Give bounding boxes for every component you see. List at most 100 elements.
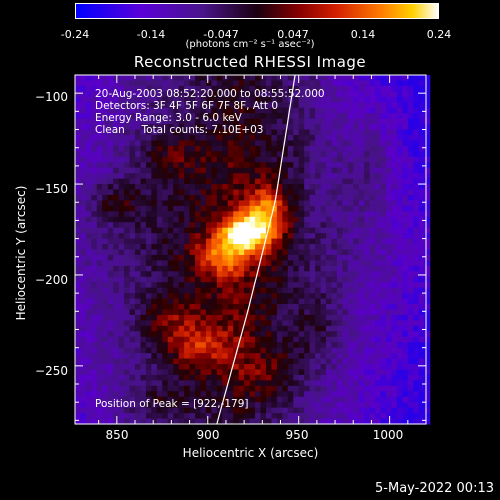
heatmap-cell (418, 80, 425, 87)
heatmap-cell (184, 336, 191, 343)
heatmap-cell (336, 80, 343, 87)
heatmap-cell (402, 184, 409, 191)
heatmap-cell (325, 407, 333, 414)
heatmap-cell (358, 216, 365, 223)
heatmap-cell (265, 238, 273, 245)
heatmap-cell (369, 244, 376, 251)
heatmap-cell (178, 134, 185, 142)
heatmap-cell (342, 249, 349, 256)
heatmap-cell (413, 293, 420, 300)
heatmap-cell (244, 118, 251, 125)
heatmap-cell (407, 75, 414, 82)
heatmap-cell (402, 113, 409, 120)
heatmap-cell (424, 364, 431, 371)
heatmap-cell (156, 325, 163, 332)
heatmap-cell (102, 102, 109, 109)
heatmap-cell (315, 184, 322, 191)
heatmap-cell (107, 342, 114, 349)
heatmap-cell (102, 358, 109, 365)
heatmap-cell (195, 364, 202, 371)
heatmap-cell (80, 173, 87, 180)
heatmap-cell (424, 249, 431, 256)
heatmap-cell (315, 91, 322, 98)
heatmap-cell (151, 151, 158, 158)
heatmap-cell (271, 178, 278, 185)
heatmap-cell (195, 254, 202, 261)
heatmap-cell (276, 118, 283, 125)
heatmap-cell (353, 151, 360, 158)
heatmap-cell (91, 134, 98, 142)
heatmap-cell (102, 385, 109, 392)
heatmap-cell (156, 331, 163, 338)
heatmap-cell (304, 282, 311, 289)
heatmap-cell (418, 331, 425, 338)
heatmap-cell (233, 418, 240, 425)
heatmap-cell (353, 282, 360, 289)
heatmap-cell (162, 282, 169, 289)
heatmap-cell (200, 129, 207, 136)
heatmap-cell (287, 184, 294, 191)
heatmap-cell (309, 75, 316, 82)
heatmap-cell (145, 244, 152, 251)
heatmap-cell (118, 216, 125, 223)
heatmap-cell (145, 249, 152, 256)
heatmap-cell (353, 129, 360, 136)
heatmap-cell (364, 336, 371, 343)
heatmap-cell (113, 102, 120, 109)
heatmap-cell (331, 233, 338, 240)
heatmap-cell (265, 276, 273, 283)
heatmap-cell (151, 309, 158, 316)
heatmap-cell (184, 75, 191, 82)
heatmap-cell (102, 233, 109, 240)
heatmap-cell (233, 293, 240, 300)
heatmap-cell (233, 336, 240, 343)
heatmap-cell (320, 249, 327, 256)
heatmap-cell (162, 211, 169, 218)
heatmap-cell (211, 369, 218, 376)
heatmap-cell (369, 238, 376, 245)
heatmap-cell (244, 396, 251, 403)
heatmap-cell (162, 271, 169, 278)
heatmap-cell (107, 391, 114, 398)
heatmap-cell (402, 134, 409, 142)
heatmap-cell (424, 271, 431, 278)
heatmap-cell (276, 173, 283, 180)
heatmap-cell (145, 194, 152, 202)
heatmap-cell (265, 385, 273, 392)
heatmap-cell (255, 249, 262, 256)
heatmap-cell (358, 293, 365, 300)
heatmap-cell (320, 167, 327, 174)
heatmap-cell (96, 391, 103, 398)
heatmap-cell (85, 96, 92, 103)
heatmap-cell (156, 265, 163, 272)
heatmap-cell (107, 364, 114, 371)
heatmap-cell (145, 140, 152, 147)
heatmap-cell (391, 249, 398, 256)
heatmap-cell (260, 162, 267, 169)
heatmap-cell (325, 260, 333, 267)
heatmap-cell (135, 113, 142, 120)
heatmap-cell (178, 391, 185, 398)
heatmap-cell (178, 211, 185, 218)
heatmap-cell (162, 304, 169, 311)
heatmap-cell (325, 304, 333, 311)
heatmap-cell (244, 385, 251, 392)
heatmap-cell (304, 407, 311, 414)
heatmap-cell (124, 156, 131, 163)
heatmap-cell (375, 173, 382, 180)
heatmap-cell (211, 96, 218, 103)
heatmap-cell (124, 347, 131, 354)
heatmap-cell (336, 151, 343, 158)
heatmap-cell (260, 293, 267, 300)
heatmap-cell (184, 391, 191, 398)
heatmap-cell (85, 178, 92, 185)
heatmap-cell (129, 151, 136, 158)
heatmap-cell (265, 249, 273, 256)
heatmap-cell (336, 293, 343, 300)
heatmap-cell (364, 211, 371, 218)
heatmap-cell (75, 391, 82, 398)
heatmap-cell (347, 309, 354, 316)
heatmap-cell (167, 156, 174, 163)
heatmap-cell (205, 113, 212, 120)
heatmap-cell (287, 342, 294, 349)
